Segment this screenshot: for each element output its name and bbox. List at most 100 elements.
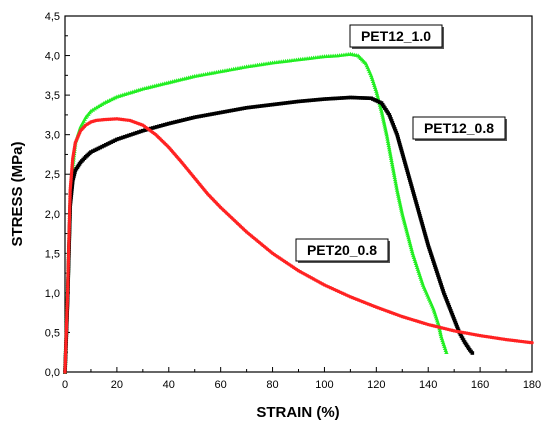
data-point — [264, 103, 268, 108]
data-point — [385, 138, 391, 143]
data-point — [403, 225, 409, 230]
data-point — [434, 269, 439, 273]
data-point — [405, 231, 410, 236]
series-label-text: PET20_0.8 — [307, 242, 377, 258]
data-point — [322, 97, 327, 101]
data-point — [137, 130, 141, 134]
data-point — [392, 124, 396, 129]
data-point — [387, 147, 392, 152]
data-point — [393, 181, 399, 186]
data-point — [394, 130, 399, 135]
data-point — [381, 120, 387, 125]
data-point — [407, 241, 413, 246]
data-point — [391, 122, 395, 127]
data-point — [363, 96, 367, 100]
data-point — [399, 209, 405, 214]
x-tick-label: 160 — [471, 379, 489, 391]
data-point — [398, 203, 403, 208]
data-point — [262, 103, 266, 108]
data-point — [182, 117, 187, 122]
data-point — [398, 144, 403, 149]
data-point — [444, 297, 448, 301]
data-point — [400, 152, 405, 157]
data-point — [430, 255, 434, 260]
series-label-pet20-0-8: PET20_0.8 — [295, 238, 390, 263]
data-point — [424, 237, 429, 242]
data-point — [394, 187, 400, 192]
data-point — [406, 174, 411, 178]
data-point — [89, 150, 93, 154]
data-point — [356, 96, 361, 100]
data-point — [404, 229, 410, 234]
data-point — [303, 99, 307, 103]
data-point — [409, 247, 414, 252]
data-point — [386, 143, 391, 148]
data-point — [381, 118, 386, 123]
data-point — [155, 125, 159, 129]
data-point — [342, 96, 346, 100]
data-point — [428, 249, 432, 254]
data-point — [172, 120, 177, 124]
data-point — [399, 148, 404, 153]
data-point — [180, 118, 185, 122]
data-point — [419, 219, 424, 224]
data-point — [401, 156, 406, 161]
data-point — [361, 96, 365, 100]
data-point — [92, 148, 97, 153]
data-point — [385, 136, 390, 141]
data-point — [71, 176, 76, 181]
data-point — [253, 104, 258, 109]
data-point — [406, 172, 411, 177]
data-point — [216, 111, 221, 115]
data-point — [231, 108, 236, 112]
data-point — [249, 105, 253, 110]
x-tick-label: 40 — [163, 379, 175, 391]
x-axis-title: STRAIN (%) — [256, 404, 339, 421]
data-point — [387, 149, 393, 154]
data-point — [375, 94, 381, 99]
data-point — [272, 102, 277, 107]
data-point — [162, 122, 167, 127]
data-point — [170, 120, 175, 125]
data-point — [386, 140, 391, 145]
data-point — [402, 158, 407, 163]
data-point — [451, 314, 455, 319]
data-point — [96, 146, 101, 151]
data-point — [102, 143, 106, 148]
data-point — [436, 275, 441, 279]
data-point — [409, 184, 414, 188]
data-point — [133, 131, 137, 136]
data-point — [151, 126, 155, 130]
data-point — [70, 182, 75, 187]
data-point — [530, 341, 534, 345]
data-point — [427, 247, 432, 252]
data-point — [384, 134, 390, 139]
data-point — [339, 96, 344, 100]
data-point — [223, 109, 227, 114]
data-point — [383, 126, 388, 131]
data-point — [402, 221, 408, 226]
data-point — [326, 97, 331, 101]
data-point — [346, 95, 351, 100]
data-point — [455, 324, 459, 329]
data-point — [397, 201, 403, 206]
series-label-text: PET12_1.0 — [361, 28, 431, 44]
data-point — [432, 263, 437, 267]
data-point — [436, 273, 440, 277]
data-point — [448, 306, 452, 311]
data-series — [62, 51, 534, 374]
data-point — [109, 140, 114, 144]
data-point — [419, 217, 423, 222]
data-point — [406, 235, 411, 240]
data-point — [251, 105, 255, 109]
data-point — [430, 257, 435, 262]
data-point — [229, 108, 234, 113]
data-point — [406, 237, 412, 242]
data-point — [358, 96, 363, 100]
data-point — [277, 102, 281, 106]
data-point — [391, 170, 397, 175]
data-point — [412, 194, 417, 198]
data-point — [119, 136, 123, 140]
data-point — [426, 243, 431, 248]
data-point — [143, 128, 147, 132]
